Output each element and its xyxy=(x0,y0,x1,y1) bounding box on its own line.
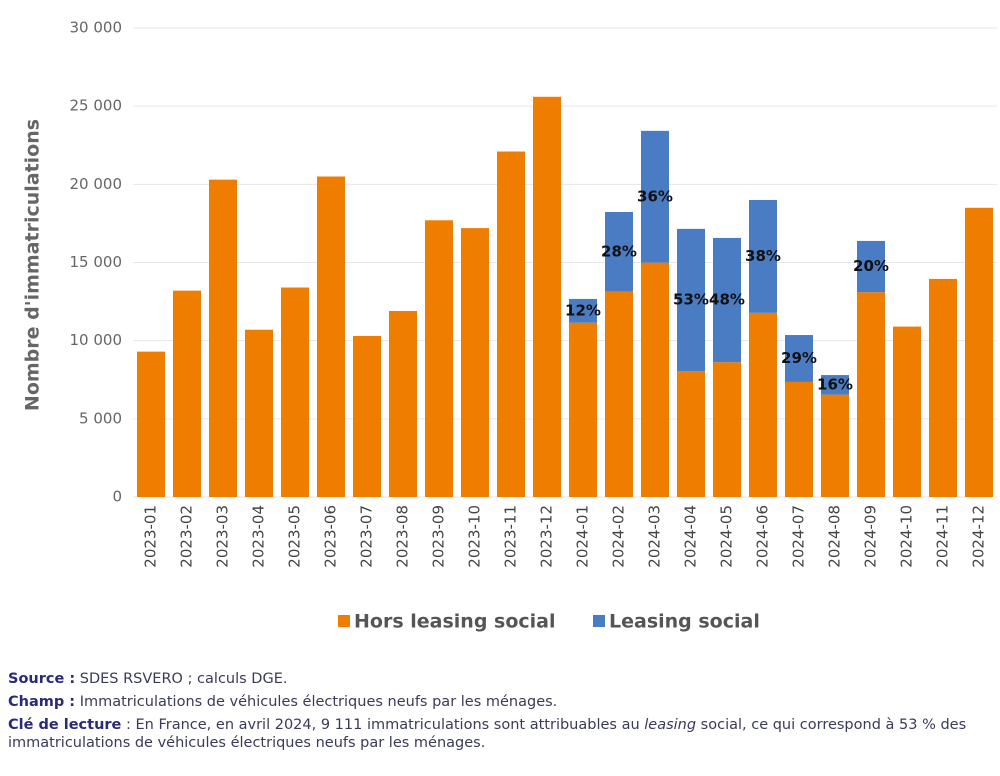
share-label: 28% xyxy=(601,242,637,260)
x-tick-label: 2024-01 xyxy=(574,505,592,568)
x-tick-label: 2023-09 xyxy=(430,505,448,568)
legend-label: Hors leasing social xyxy=(354,611,556,633)
bar-segment xyxy=(785,381,813,497)
x-tick-label: 2024-10 xyxy=(898,505,916,568)
x-tick-label: 2024-06 xyxy=(754,505,772,568)
x-tick-label: 2023-01 xyxy=(142,505,160,568)
bar-segment xyxy=(749,312,777,497)
y-tick-label: 10 000 xyxy=(70,331,123,349)
bar-segment xyxy=(533,96,561,497)
x-tick-label: 2024-03 xyxy=(646,505,664,568)
x-tick-label: 2023-05 xyxy=(286,505,304,568)
x-tick-label: 2024-02 xyxy=(610,505,628,568)
bar-segment xyxy=(425,220,453,498)
y-tick-label: 25 000 xyxy=(70,97,123,115)
bar-segment xyxy=(749,199,777,313)
note-label: Clé de lecture xyxy=(8,717,122,733)
x-tick-label: 2023-12 xyxy=(538,505,556,568)
bar-segment xyxy=(677,371,705,497)
note: Source : SDES RSVERO ; calculs DGE. xyxy=(8,670,998,688)
bar-segment xyxy=(605,212,633,292)
x-tick-label: 2023-04 xyxy=(250,505,268,568)
share-label: 36% xyxy=(637,187,673,205)
bar-segment xyxy=(281,287,309,497)
bar-segment xyxy=(497,151,525,497)
share-label: 12% xyxy=(565,301,601,319)
note-label: Source : xyxy=(8,671,76,687)
y-tick-label: 15 000 xyxy=(70,253,123,271)
bar-segment xyxy=(569,298,597,323)
chart: Nombre d'immatriculations 0 5 000 10 000 15… xyxy=(22,19,997,633)
x-tick-label: 2023-06 xyxy=(322,505,340,568)
bar-segment xyxy=(317,176,345,497)
bar-segment xyxy=(713,237,741,363)
x-tick-label: 2024-07 xyxy=(790,505,808,568)
x-tick-label: 2024-04 xyxy=(682,505,700,568)
legend-swatch xyxy=(593,615,605,627)
bar-segment xyxy=(461,228,489,497)
bar-segment xyxy=(857,292,885,497)
share-label: 20% xyxy=(853,257,889,275)
y-axis-title: Nombre d'immatriculations xyxy=(22,119,44,411)
legend-swatch xyxy=(338,615,350,627)
bar-segment xyxy=(569,322,597,497)
bar-segment xyxy=(173,290,201,497)
bar-segment xyxy=(245,329,273,497)
bar-segment xyxy=(821,394,849,497)
bar-segment xyxy=(857,240,885,293)
x-tick-label: 2023-10 xyxy=(466,505,484,568)
bar-segment xyxy=(929,278,957,497)
note-text: SDES RSVERO ; calculs DGE. xyxy=(75,671,288,687)
note-text: : En France, en avril 2024, 9 111 immatr… xyxy=(121,717,645,733)
bar-segment xyxy=(965,207,993,498)
share-label: 38% xyxy=(745,247,781,265)
legend-label: Leasing social xyxy=(609,611,760,633)
x-tick-label: 2024-09 xyxy=(862,505,880,568)
bar-segment xyxy=(353,335,381,497)
y-tick-label: 0 xyxy=(112,488,122,506)
x-tick-label: 2023-03 xyxy=(214,505,232,568)
x-tick-label: 2024-05 xyxy=(718,505,736,568)
note-text: Immatriculations de véhicules électrique… xyxy=(75,694,558,710)
share-label: 29% xyxy=(781,349,817,367)
note-text: social, ce qui correspond à 53 % des imm… xyxy=(8,717,971,751)
x-tick-label: 2023-08 xyxy=(394,505,412,568)
note: Clé de lecture : En France, en avril 202… xyxy=(8,716,998,752)
bar-segment xyxy=(713,362,741,497)
x-tick-label: 2023-07 xyxy=(358,505,376,568)
y-tick-label: 20 000 xyxy=(70,175,123,193)
note-text: leasing xyxy=(644,717,697,733)
x-tick-label: 2023-02 xyxy=(178,505,196,568)
note: Champ : Immatriculations de véhicules él… xyxy=(8,693,998,711)
bar-segment xyxy=(641,130,669,263)
bar-segment xyxy=(137,351,165,497)
share-label: 48% xyxy=(709,291,745,309)
bar-segment xyxy=(605,291,633,497)
bar-segment xyxy=(641,262,669,497)
bar-segment xyxy=(821,375,849,395)
bar-segment xyxy=(389,310,417,497)
x-tick-label: 2023-11 xyxy=(502,505,520,568)
share-label: 16% xyxy=(817,375,853,393)
share-label: 53% xyxy=(673,291,709,309)
x-tick-label: 2024-11 xyxy=(934,505,952,568)
x-tick-label: 2024-12 xyxy=(970,505,988,568)
notes: Source : SDES RSVERO ; calculs DGE. Champ… xyxy=(8,670,998,757)
x-tick-label: 2024-08 xyxy=(826,505,844,568)
bar-segment xyxy=(785,335,813,382)
y-tick-label: 30 000 xyxy=(70,19,123,37)
note-label: Champ : xyxy=(8,694,76,710)
bar-segment xyxy=(893,326,921,497)
bar-segment xyxy=(209,179,237,498)
bar-segment xyxy=(677,228,705,372)
y-tick-label: 5 000 xyxy=(79,409,122,427)
